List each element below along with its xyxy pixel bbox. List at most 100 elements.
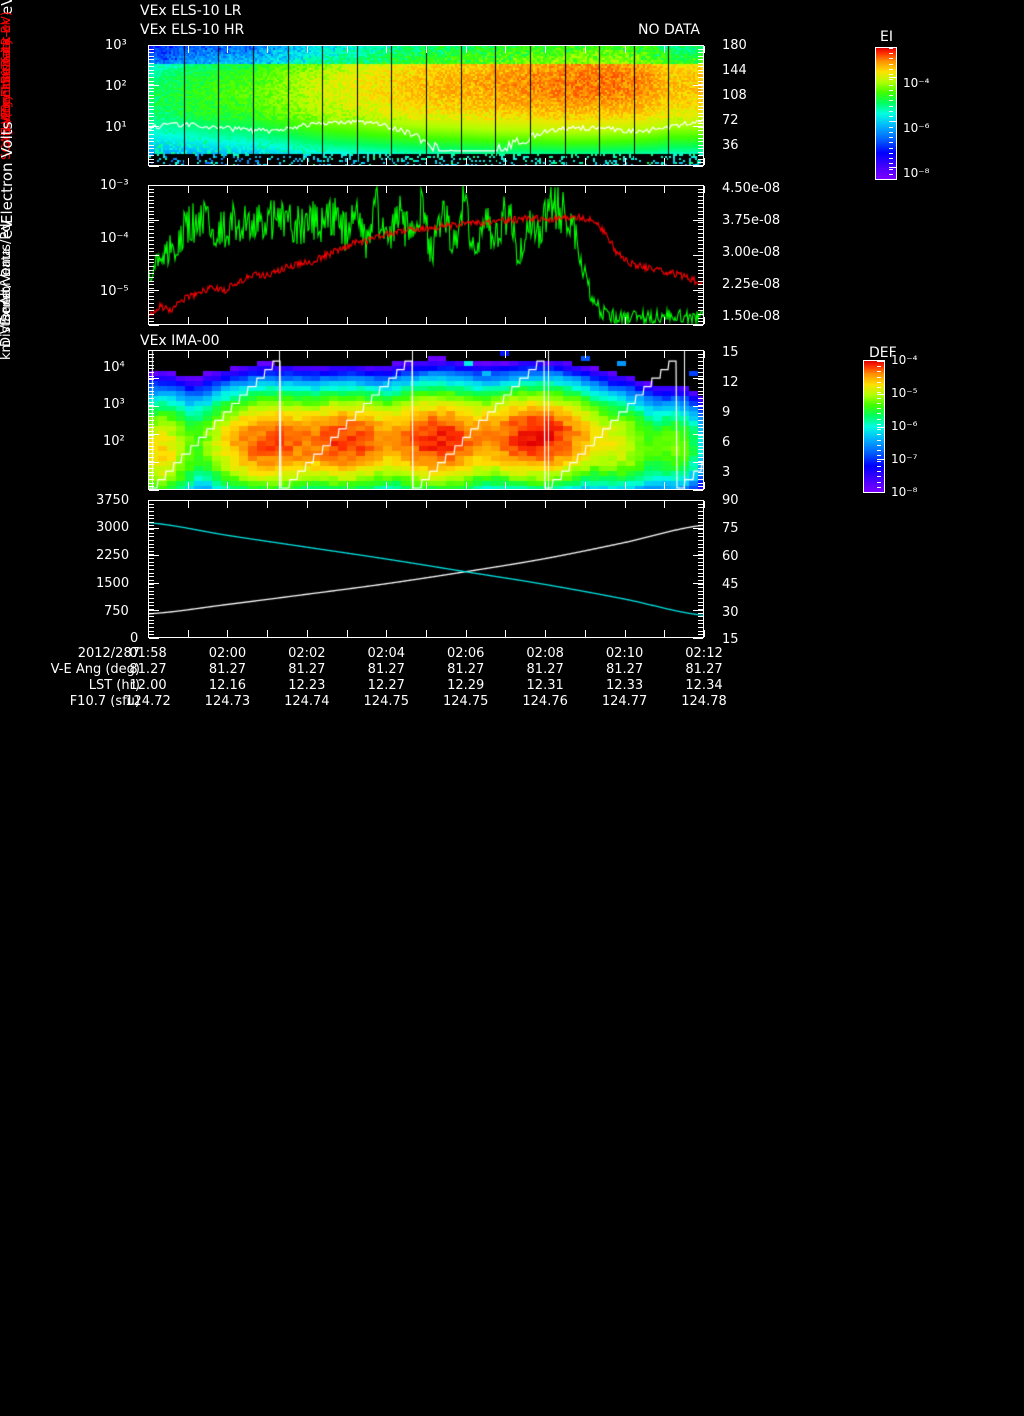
colorbar-major-tick [889, 76, 897, 78]
axis-minor-tick-left [149, 475, 154, 477]
time-axis-ve-ang-2: 81.27 [288, 662, 326, 677]
axis-minor-tick-right [698, 449, 703, 451]
axis-major-tick-left [149, 166, 159, 167]
axis-minor-tick-left [149, 434, 154, 436]
axis-minor-tick-left [149, 130, 154, 132]
axis-xtick-top [704, 46, 705, 53]
colorbar-minor-tick [877, 465, 881, 467]
panel1-left-tick-2: 10¹ [105, 120, 127, 135]
axis-xtick-top [704, 186, 705, 193]
axis-minor-tick-right [698, 98, 703, 100]
time-axis-time-6: 02:10 [605, 646, 644, 661]
axis-minor-tick-right [698, 565, 703, 567]
axis-minor-tick-left [149, 514, 154, 516]
axis-major-tick-left [149, 255, 159, 256]
panel4-left-axis-line3: km [0, 339, 14, 360]
panel4-right-tick-2: 60 [722, 549, 739, 564]
axis-minor-tick-left [149, 379, 154, 381]
panel1-colorbar-tick-1: 10⁻⁶ [903, 121, 930, 135]
axis-minor-tick-right [698, 375, 703, 377]
axis-minor-tick-left [149, 460, 154, 462]
axis-minor-tick-left [149, 478, 154, 480]
axis-xtick-top [664, 46, 666, 53]
axis-minor-tick-left [149, 214, 154, 216]
axis-minor-tick-left [149, 590, 154, 592]
axis-minor-tick-left [149, 587, 154, 589]
axis-xtick-top [584, 501, 586, 508]
time-axis-ve-ang-3: 81.27 [367, 662, 405, 677]
axis-major-tick-left [149, 125, 159, 127]
axis-major-tick-left [149, 325, 159, 326]
axis-minor-tick-left [149, 310, 154, 312]
axis-xtick-bottom [664, 630, 666, 637]
axis-minor-tick-left [149, 401, 154, 403]
axis-minor-tick-right [698, 372, 703, 374]
axis-minor-tick-right [698, 123, 703, 125]
colorbar-minor-tick [889, 74, 893, 76]
axis-minor-tick-left [149, 119, 154, 121]
panel4-right-tick-3: 45 [722, 577, 739, 592]
axis-xtick-bottom [545, 630, 547, 637]
axis-minor-tick-right [698, 214, 703, 216]
axis-minor-tick-right [698, 390, 703, 392]
axis-minor-tick-left [149, 558, 154, 560]
colorbar-minor-tick [877, 376, 881, 378]
axis-minor-tick-left [149, 456, 154, 458]
panel3-spectrogram-canvas [149, 351, 703, 489]
panel2-plot-area[interactable] [148, 185, 704, 325]
colorbar-minor-tick [889, 58, 893, 60]
axis-minor-tick-left [149, 94, 154, 96]
axis-minor-tick-right [698, 525, 703, 527]
axis-minor-tick-left [149, 69, 154, 71]
panel4-plot-area[interactable] [148, 500, 704, 638]
axis-xtick-top [227, 46, 229, 53]
axis-minor-tick-right [698, 361, 703, 363]
axis-minor-tick-left [149, 605, 154, 607]
axis-xtick-bottom [227, 158, 229, 165]
axis-minor-tick-right [698, 280, 703, 282]
time-axis-f107-1: 124.73 [204, 694, 251, 709]
axis-minor-tick-right [698, 423, 703, 425]
axis-minor-tick-right [698, 405, 703, 407]
axis-minor-tick-left [149, 126, 154, 128]
axis-xtick-top [505, 501, 507, 508]
axis-minor-tick-left [149, 408, 154, 410]
panel3-plot-area[interactable] [148, 350, 704, 490]
axis-minor-tick-right [698, 155, 703, 157]
axis-minor-tick-left [149, 162, 154, 164]
axis-xtick-top [426, 351, 427, 358]
axis-minor-tick-right [698, 62, 703, 64]
axis-xtick-bottom [545, 482, 547, 489]
time-axis-f107-4: 124.75 [442, 694, 489, 709]
colorbar-minor-tick [889, 147, 893, 149]
axis-minor-tick-left [149, 188, 154, 190]
panel2-right-tick-1: 3.75e-08 [722, 213, 781, 228]
panel1-plot-area[interactable] [148, 45, 704, 166]
colorbar-minor-tick [877, 392, 881, 394]
axis-minor-tick-right [698, 258, 703, 260]
panel4-left-tick-1: 3000 [96, 520, 130, 535]
axis-minor-tick-left [149, 284, 154, 286]
axis-minor-tick-left [149, 547, 154, 549]
axis-xtick-top [346, 351, 348, 358]
axis-minor-tick-right [698, 442, 703, 444]
axis-minor-tick-left [149, 105, 154, 107]
axis-minor-tick-right [698, 84, 703, 86]
axis-xtick-top [386, 351, 388, 358]
colorbar-minor-tick [877, 434, 881, 436]
axis-xtick-bottom [584, 317, 586, 324]
panel3-right-tick-1: 12 [722, 375, 739, 390]
axis-xtick-bottom [346, 158, 348, 165]
panel1-colorbar[interactable] [875, 47, 897, 180]
axis-minor-tick-left [149, 269, 154, 271]
axis-xtick-top [267, 351, 269, 358]
axis-minor-tick-right [698, 569, 703, 570]
axis-minor-tick-left [149, 550, 154, 552]
time-row-label-0: 2012/287 [77, 646, 140, 661]
axis-minor-tick-left [149, 207, 154, 209]
axis-minor-tick-right [698, 225, 703, 227]
axis-xtick-bottom [426, 317, 427, 324]
axis-xtick-bottom [426, 482, 427, 489]
axis-minor-tick-left [149, 576, 154, 578]
axis-major-tick-right [693, 638, 703, 639]
